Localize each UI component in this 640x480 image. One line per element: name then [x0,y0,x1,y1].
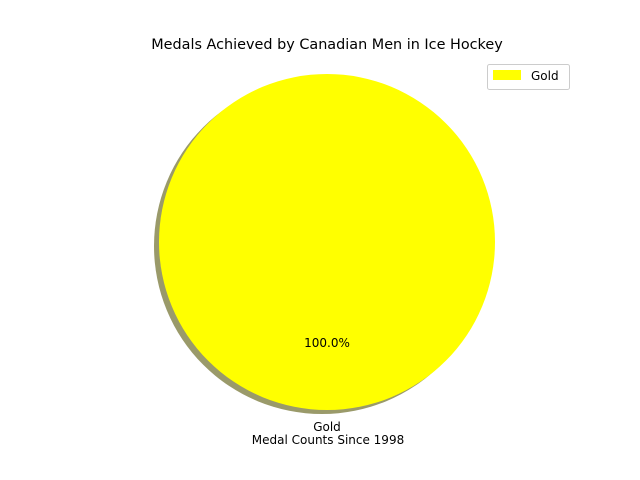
legend-entries: Gold [493,69,559,83]
pie-slice-gold [159,74,495,410]
legend-swatch-gold [493,70,521,80]
x-axis-label: Medal Counts Since 1998 [252,433,404,447]
pie-slices [159,74,495,410]
pie-category-label-gold: Gold [313,420,341,434]
chart-title: Medals Achieved by Canadian Men in Ice H… [151,37,503,53]
legend: Gold [487,64,570,90]
pie-percent-label-gold: 100.0% [304,336,350,350]
legend-label-gold: Gold [531,69,559,83]
pie-labels: 100.0% Gold [304,336,350,434]
